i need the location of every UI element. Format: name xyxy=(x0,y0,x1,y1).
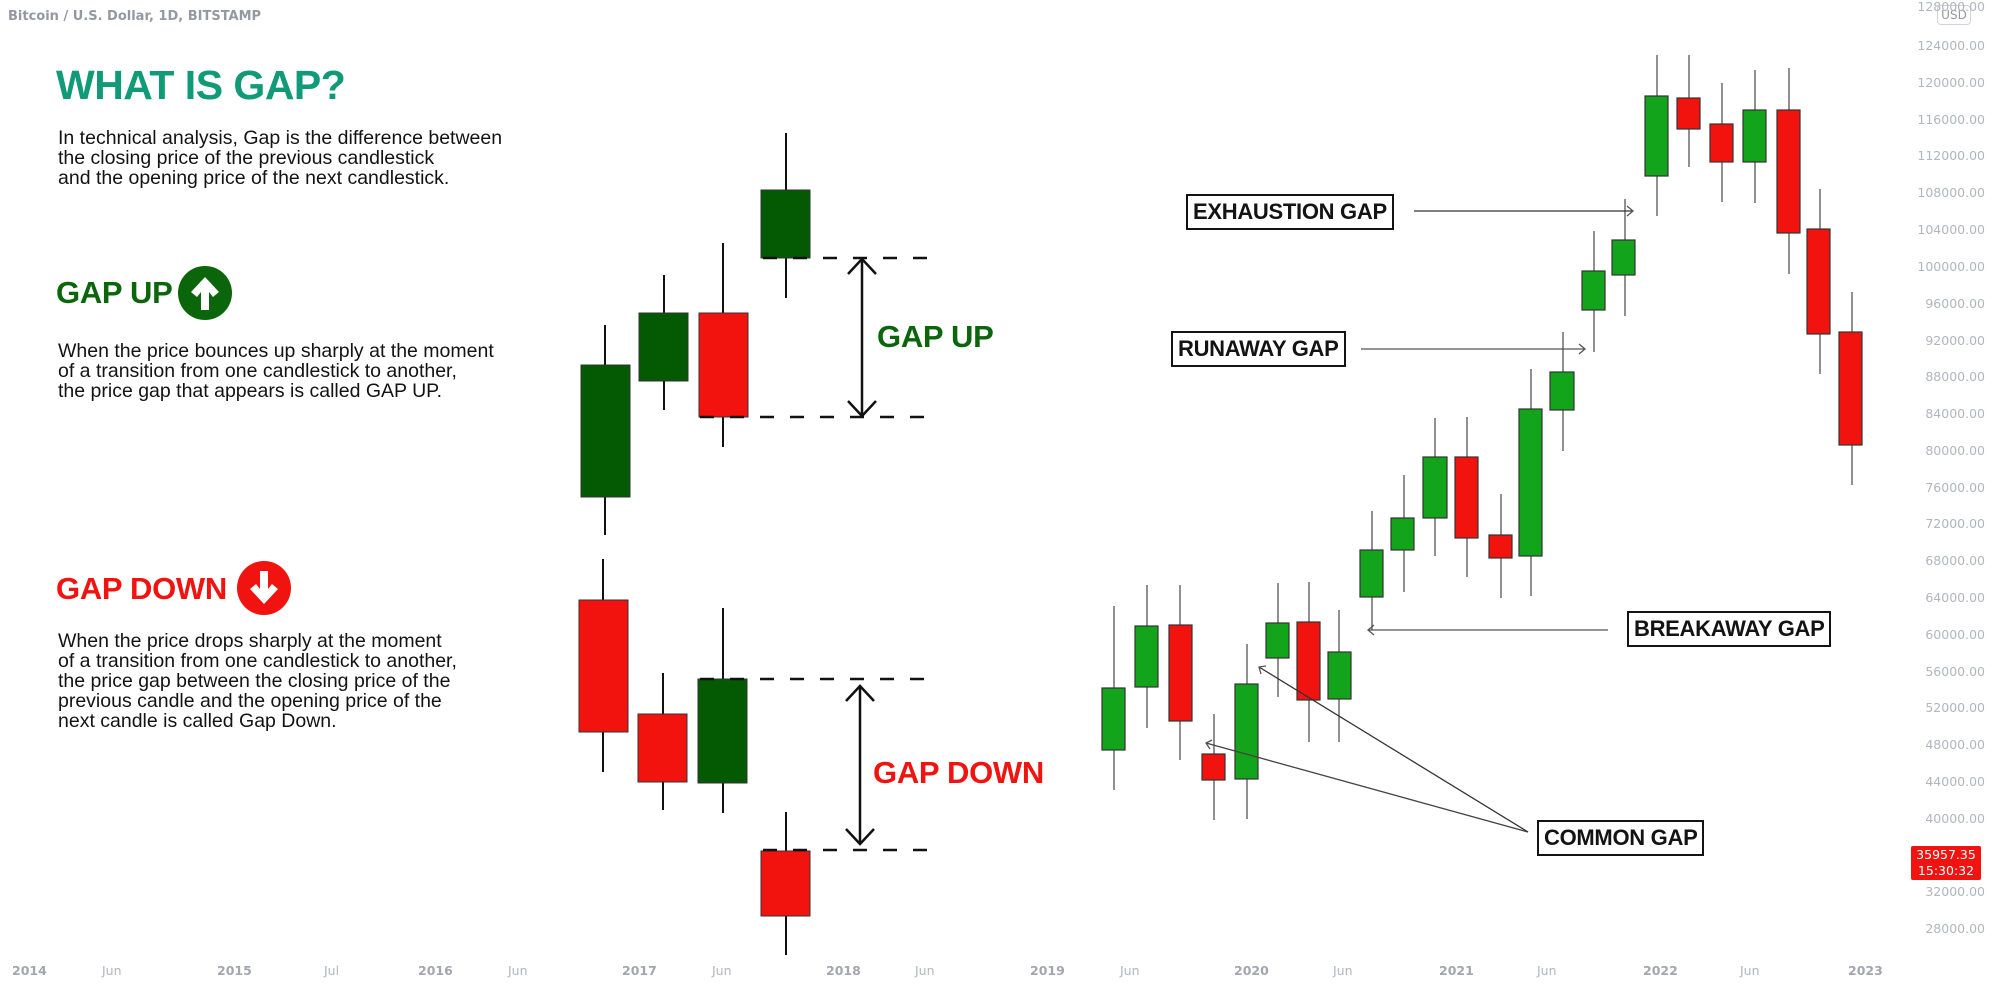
price-label: 88000.00 xyxy=(1925,369,1985,384)
price-label: 56000.00 xyxy=(1925,664,1985,679)
arrow-up-circle-icon xyxy=(178,266,232,320)
price-label: 80000.00 xyxy=(1925,443,1985,458)
price-label: 40000.00 xyxy=(1925,811,1985,826)
time-label: 2017 xyxy=(622,963,657,978)
time-label: Jul xyxy=(324,963,340,978)
price-label: 32000.00 xyxy=(1925,884,1985,899)
time-label: Jun xyxy=(1120,963,1140,978)
gap-down-diagram-label: GAP DOWN xyxy=(873,755,1044,790)
gap-down-heading: GAP DOWN xyxy=(56,571,227,607)
gap-up-diagram-label: GAP UP xyxy=(877,319,994,354)
gap-down-diagram xyxy=(578,559,930,955)
time-label: 2015 xyxy=(217,963,252,978)
price-label: 120000.00 xyxy=(1917,75,1985,90)
price-label: 104000.00 xyxy=(1917,222,1985,237)
price-label: 108000.00 xyxy=(1917,185,1985,200)
arrow-down-circle-icon xyxy=(237,561,291,615)
time-label: Jun xyxy=(915,963,935,978)
time-label: Jun xyxy=(102,963,122,978)
annotation-arrows xyxy=(1205,205,1635,833)
page-title: WHAT IS GAP? xyxy=(56,62,346,108)
time-label: Jun xyxy=(1537,963,1557,978)
time-label: Jun xyxy=(712,963,732,978)
bar-countdown: 15:30:32 xyxy=(1917,863,1975,878)
time-label: 2014 xyxy=(12,963,47,978)
price-label: 64000.00 xyxy=(1925,590,1985,605)
price-label: 44000.00 xyxy=(1925,774,1985,789)
time-label: 2021 xyxy=(1439,963,1474,978)
intro-paragraph: In technical analysis, Gap is the differ… xyxy=(58,127,503,189)
gap-up-paragraph: When the price bounces up sharply at the… xyxy=(58,340,494,402)
price-label: 84000.00 xyxy=(1925,406,1985,421)
time-label: Jun xyxy=(508,963,528,978)
time-label: Jun xyxy=(1333,963,1353,978)
price-label: 60000.00 xyxy=(1925,627,1985,642)
price-label: 48000.00 xyxy=(1925,737,1985,752)
price-label: 96000.00 xyxy=(1925,296,1985,311)
price-label: 28000.00 xyxy=(1925,921,1985,936)
price-label: 124000.00 xyxy=(1917,38,1985,53)
price-label-top: 128000.00 xyxy=(1917,0,1985,14)
gap-down-heading-text: GAP DOWN xyxy=(56,571,227,606)
time-label: 2019 xyxy=(1030,963,1065,978)
common-gap-label: COMMON GAP xyxy=(1537,820,1705,856)
exhaustion-gap-label: EXHAUSTION GAP xyxy=(1186,194,1394,230)
time-label: 2020 xyxy=(1234,963,1269,978)
gap-up-heading-text: GAP UP xyxy=(56,275,173,310)
breakaway-gap-label: BREAKAWAY GAP xyxy=(1627,611,1832,647)
gap-down-paragraph: When the price drops sharply at the mome… xyxy=(58,630,457,732)
time-label: 2022 xyxy=(1643,963,1678,978)
price-label: 112000.00 xyxy=(1917,148,1985,163)
chart-candles xyxy=(1101,55,1863,820)
current-price: 35957.35 xyxy=(1916,847,1976,862)
currency-badge[interactable]: USD xyxy=(1937,5,1971,25)
price-label: 92000.00 xyxy=(1925,333,1985,348)
price-label: 72000.00 xyxy=(1925,516,1985,531)
current-price-tag: 35957.35 15:30:32 xyxy=(1911,846,1981,880)
time-label: 2018 xyxy=(826,963,861,978)
time-label: 2016 xyxy=(418,963,453,978)
runaway-gap-label: RUNAWAY GAP xyxy=(1171,331,1346,367)
time-label: 2023 xyxy=(1848,963,1883,978)
price-label: 116000.00 xyxy=(1917,112,1985,127)
gap-up-heading: GAP UP xyxy=(56,275,173,311)
gap-up-diagram xyxy=(580,133,935,535)
symbol-title: Bitcoin / U.S. Dollar, 1D, BITSTAMP xyxy=(8,9,262,24)
price-label: 52000.00 xyxy=(1925,700,1985,715)
price-label: 68000.00 xyxy=(1925,553,1985,568)
price-label: 100000.00 xyxy=(1917,259,1985,274)
price-label: 76000.00 xyxy=(1925,480,1985,495)
time-label: Jun xyxy=(1740,963,1760,978)
